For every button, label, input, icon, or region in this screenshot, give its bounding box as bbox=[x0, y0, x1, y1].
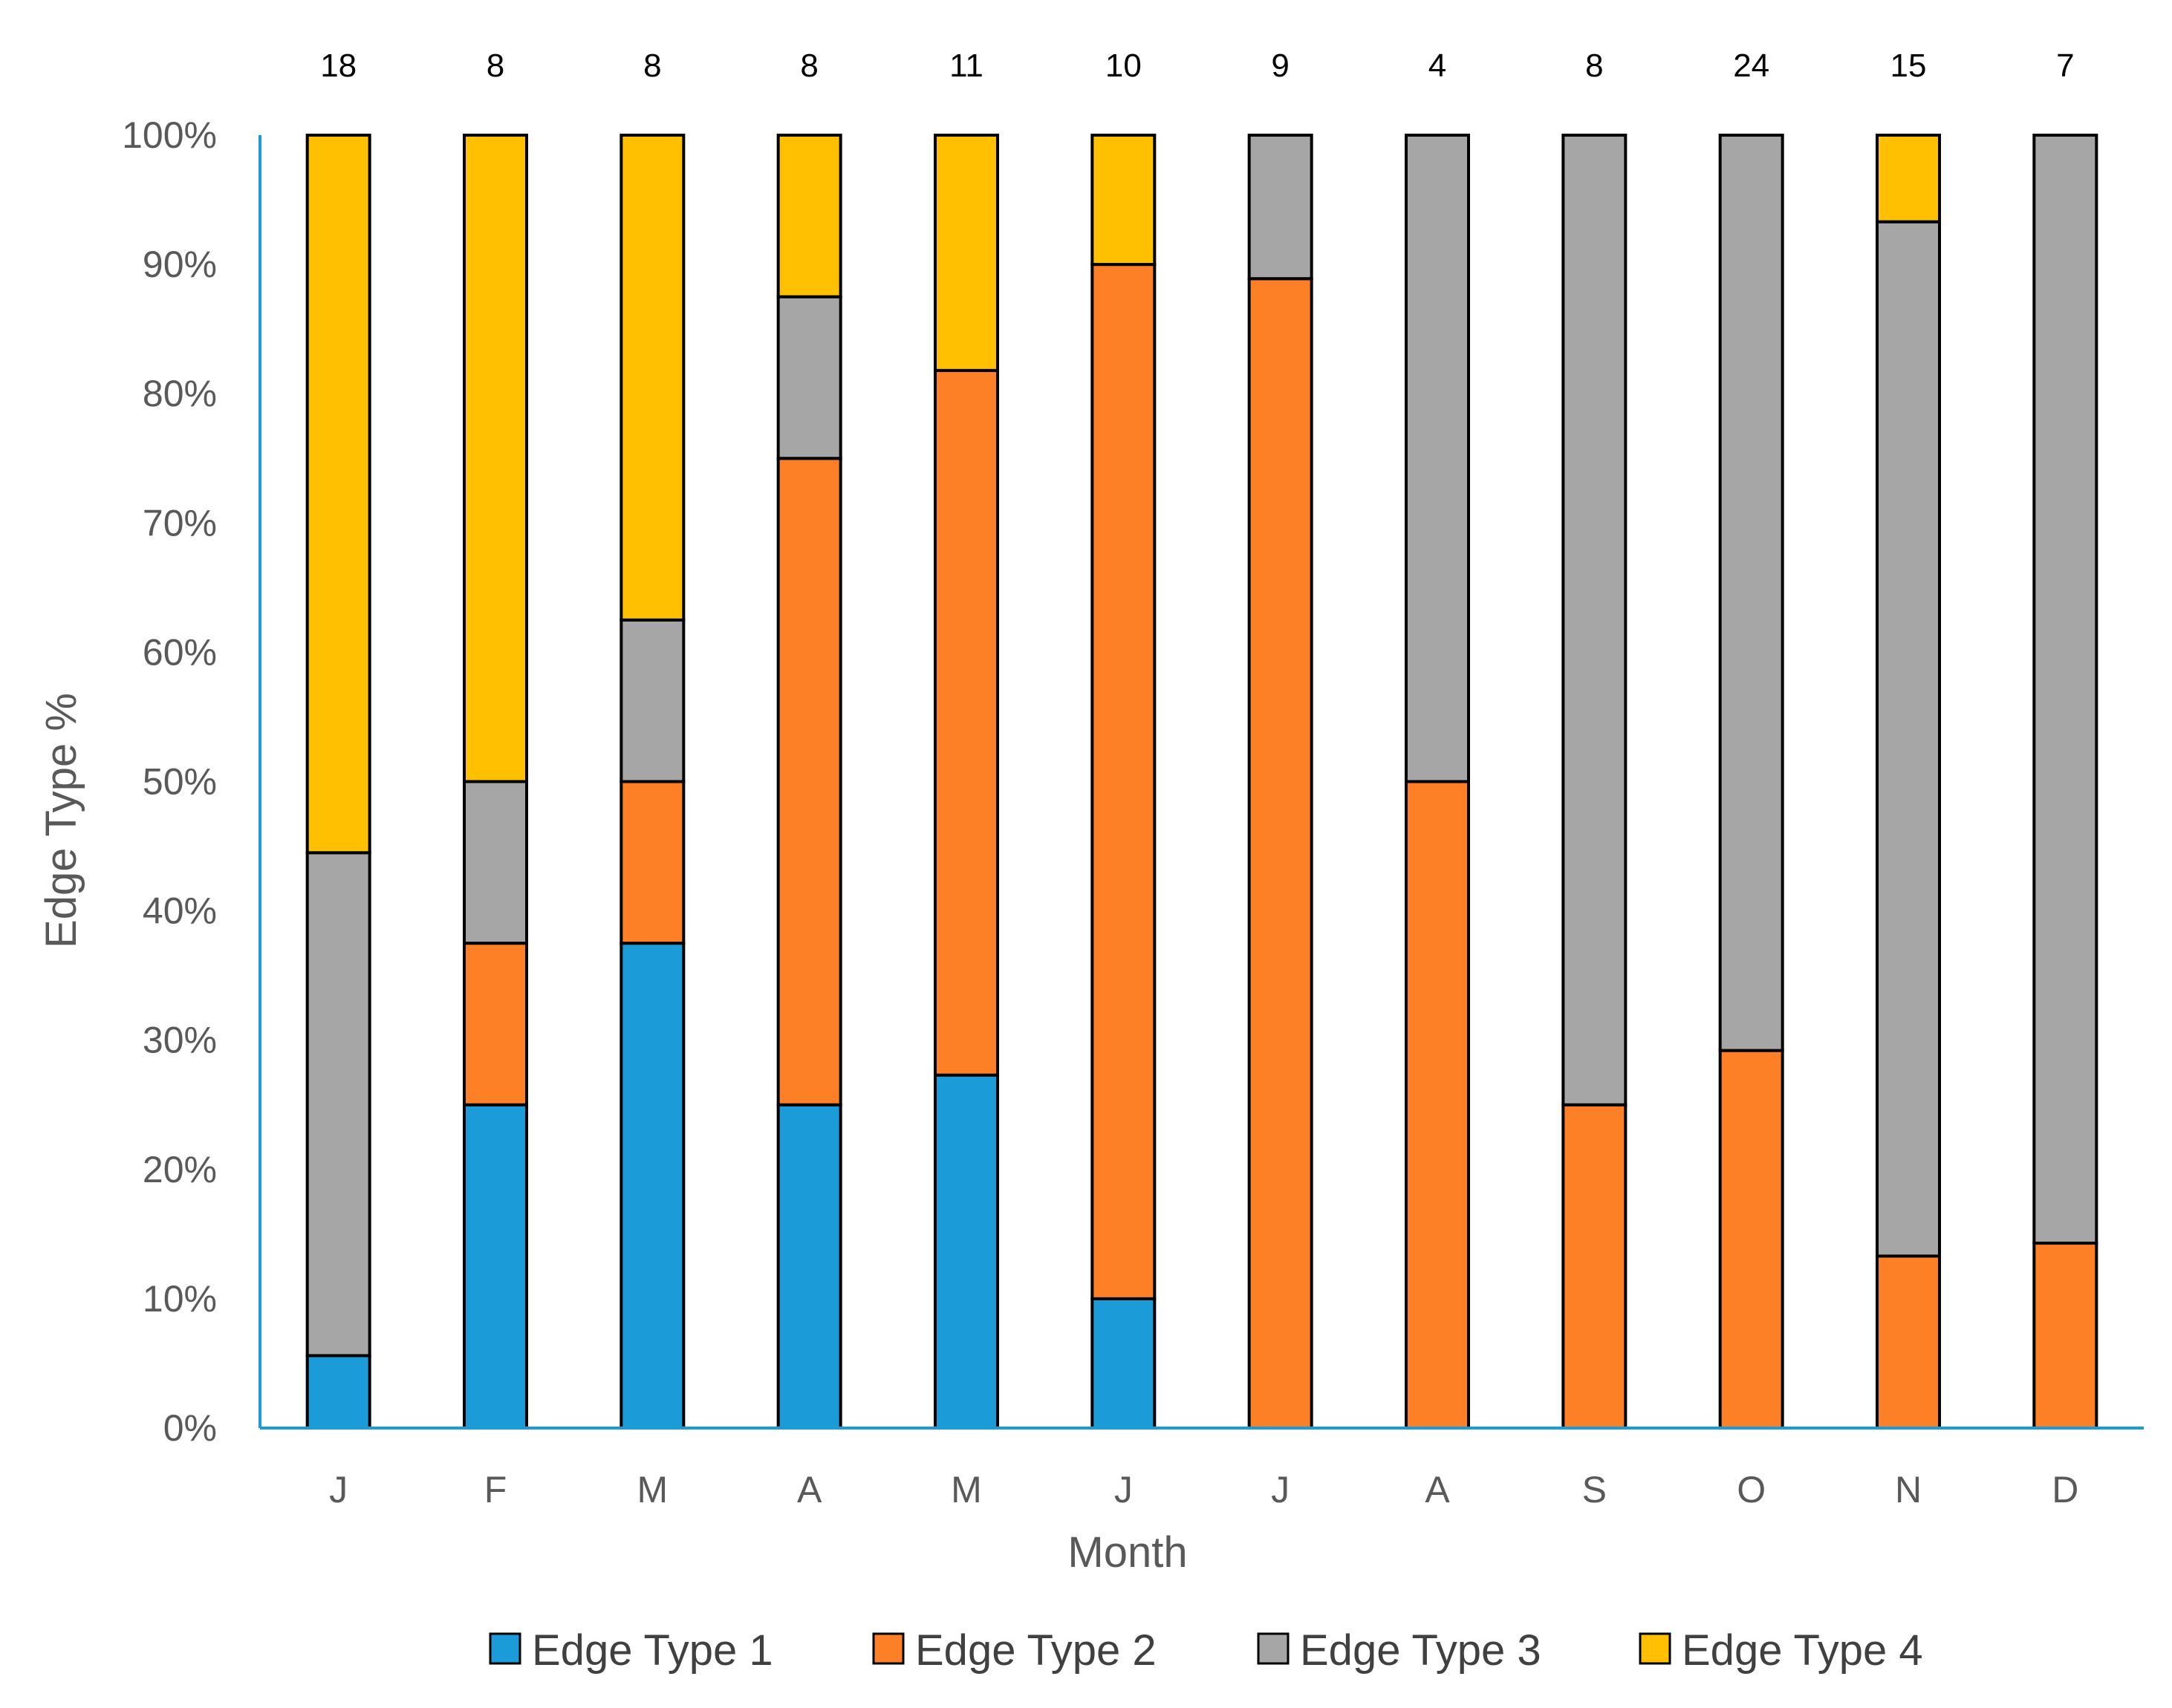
count-label: 24 bbox=[1733, 48, 1769, 84]
bar-segment-edge-type-3 bbox=[1405, 134, 1470, 783]
x-tick-label: M bbox=[951, 1469, 982, 1510]
count-label: 15 bbox=[1890, 48, 1927, 84]
count-label: 10 bbox=[1105, 48, 1142, 84]
count-label: 9 bbox=[1271, 48, 1289, 84]
y-tick-labels: 0% 10% 20% 30% 40% 50% 60% 70% 80% 90% 100% bbox=[122, 114, 217, 1449]
bar-segment-edge-type-2 bbox=[1561, 1103, 1628, 1430]
y-axis-title: Edge Type % bbox=[37, 693, 85, 948]
count-label: 8 bbox=[1585, 48, 1603, 84]
bar-segment-edge-type-4 bbox=[463, 134, 528, 783]
bar-segment-edge-type-2 bbox=[2032, 1242, 2098, 1430]
legend-swatch bbox=[489, 1632, 521, 1665]
x-tick-label: O bbox=[1737, 1469, 1766, 1510]
bar-segment-edge-type-4 bbox=[1090, 134, 1157, 267]
bar-segment-edge-type-1 bbox=[463, 1103, 528, 1430]
x-tick-label: F bbox=[484, 1469, 507, 1510]
bar-segment-edge-type-2 bbox=[1090, 263, 1157, 1300]
legend-item-edge-type-1: Edge Type 1 bbox=[489, 1626, 773, 1675]
x-axis-title: Month bbox=[1067, 1528, 1187, 1577]
x-tick-label: N bbox=[1895, 1469, 1922, 1510]
y-tick-label: 40% bbox=[143, 890, 217, 932]
x-tick-label: S bbox=[1582, 1469, 1607, 1510]
axes bbox=[259, 135, 2144, 1430]
x-tick-label: M bbox=[637, 1469, 669, 1510]
y-tick-label: 20% bbox=[143, 1149, 217, 1190]
bar-segment-edge-type-4 bbox=[305, 134, 371, 855]
legend-item-edge-type-2: Edge Type 2 bbox=[872, 1626, 1157, 1675]
legend-label: Edge Type 2 bbox=[915, 1626, 1157, 1675]
bar-segment-edge-type-3 bbox=[1876, 220, 1941, 1258]
bar-segment-edge-type-3 bbox=[1718, 134, 1784, 1052]
bar-segment-edge-type-3 bbox=[620, 618, 686, 783]
bar-segment-edge-type-2 bbox=[776, 457, 842, 1106]
bar-segment-edge-type-1 bbox=[934, 1073, 999, 1430]
legend-label: Edge Type 3 bbox=[1300, 1626, 1541, 1675]
count-label: 18 bbox=[320, 48, 357, 84]
legend-swatch bbox=[1257, 1632, 1290, 1665]
y-tick-label: 100% bbox=[122, 114, 217, 156]
legend-label: Edge Type 4 bbox=[1682, 1626, 1923, 1675]
bars bbox=[305, 134, 2098, 1430]
bar-segment-edge-type-4 bbox=[620, 134, 686, 622]
bar-segment-edge-type-3 bbox=[305, 851, 371, 1357]
legend-swatch bbox=[872, 1632, 905, 1665]
y-tick-label: 60% bbox=[143, 631, 217, 673]
bar-segment-edge-type-3 bbox=[1247, 134, 1313, 281]
bar-segment-edge-type-2 bbox=[620, 780, 686, 945]
x-tick-label: J bbox=[1271, 1469, 1290, 1510]
x-tick-label: J bbox=[1114, 1469, 1133, 1510]
y-tick-label: 30% bbox=[143, 1020, 217, 1061]
y-tick-label: 90% bbox=[143, 244, 217, 285]
count-label: 8 bbox=[487, 48, 504, 84]
bar-segment-edge-type-3 bbox=[776, 295, 842, 460]
count-labels: 18 8 8 8 11 10 9 4 8 24 15 7 bbox=[320, 48, 2074, 84]
count-label: 7 bbox=[2056, 48, 2074, 84]
x-tick-label: A bbox=[797, 1469, 822, 1510]
legend: Edge Type 1 Edge Type 2 Edge Type 3 Edge Ty… bbox=[489, 1626, 1923, 1675]
bar-segment-edge-type-4 bbox=[776, 134, 842, 299]
bar-segment-edge-type-2 bbox=[1876, 1254, 1941, 1430]
bar-segment-edge-type-4 bbox=[1876, 134, 1941, 224]
bar-segment-edge-type-1 bbox=[305, 1354, 371, 1430]
x-tick-label: D bbox=[2052, 1469, 2078, 1510]
bar-segment-edge-type-2 bbox=[1405, 780, 1470, 1430]
y-tick-label: 80% bbox=[143, 373, 217, 414]
count-label: 4 bbox=[1428, 48, 1446, 84]
bar-segment-edge-type-2 bbox=[1247, 277, 1313, 1430]
x-tick-label: A bbox=[1425, 1469, 1450, 1510]
count-label: 11 bbox=[949, 48, 983, 84]
count-label: 8 bbox=[800, 48, 818, 84]
bar-segment-edge-type-2 bbox=[463, 942, 528, 1106]
y-tick-label: 10% bbox=[143, 1278, 217, 1320]
count-label: 8 bbox=[643, 48, 661, 84]
y-tick-label: 0% bbox=[163, 1407, 217, 1449]
legend-item-edge-type-4: Edge Type 4 bbox=[1639, 1626, 1923, 1675]
bar-segment-edge-type-3 bbox=[2032, 134, 2098, 1245]
x-tick-label: J bbox=[329, 1469, 348, 1510]
legend-item-edge-type-3: Edge Type 3 bbox=[1257, 1626, 1541, 1675]
bar-segment-edge-type-3 bbox=[1561, 134, 1628, 1106]
bar-segment-edge-type-1 bbox=[620, 942, 686, 1430]
legend-swatch bbox=[1639, 1632, 1671, 1665]
bar-segment-edge-type-1 bbox=[1090, 1297, 1157, 1430]
bar-segment-edge-type-2 bbox=[934, 368, 999, 1077]
y-tick-label: 50% bbox=[143, 761, 217, 803]
y-tick-label: 70% bbox=[143, 502, 217, 544]
bar-segment-edge-type-1 bbox=[776, 1103, 842, 1430]
legend-label: Edge Type 1 bbox=[532, 1626, 773, 1675]
bar-segment-edge-type-4 bbox=[934, 134, 999, 372]
bar-segment-edge-type-2 bbox=[1718, 1049, 1784, 1430]
bar-segment-edge-type-3 bbox=[463, 780, 528, 945]
